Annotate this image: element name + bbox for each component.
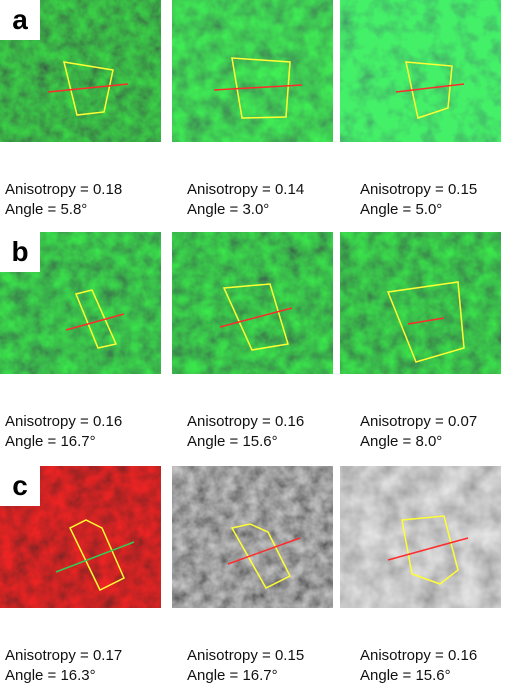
- micrograph-c2: [172, 466, 333, 608]
- anisotropy-value: Anisotropy = 0.14: [187, 181, 305, 198]
- cell-outline: [69, 519, 125, 592]
- orientation-axis: [55, 541, 135, 573]
- cell-outline: [386, 281, 465, 363]
- caption-c1: Anisotropy = 0.17 Angle = 16.3°: [5, 646, 175, 686]
- micrograph-b2: [172, 232, 333, 374]
- anisotropy-value: Anisotropy = 0.16: [187, 413, 305, 430]
- micrograph-a2: [172, 0, 333, 142]
- panel-letter: c: [0, 466, 40, 506]
- cell-outline: [63, 61, 114, 116]
- anisotropy-value: Anisotropy = 0.18: [5, 181, 123, 198]
- angle-value: Angle = 5.8°: [5, 201, 88, 218]
- caption-a1: Anisotropy = 0.18 Angle = 5.8°: [5, 180, 175, 220]
- orientation-axis: [65, 313, 125, 331]
- angle-value: Angle = 15.6°: [187, 433, 278, 450]
- anisotropy-value: Anisotropy = 0.16: [5, 413, 123, 430]
- orientation-axis: [395, 83, 465, 93]
- orientation-axis: [213, 84, 303, 91]
- caption-b2: Anisotropy = 0.16 Angle = 15.6°: [187, 412, 357, 452]
- anisotropy-value: Anisotropy = 0.07: [360, 413, 478, 430]
- orientation-axis: [407, 317, 445, 325]
- micrograph-b3: [340, 232, 501, 374]
- orientation-axis: [219, 307, 293, 328]
- micrograph-c3: [340, 466, 501, 608]
- angle-value: Angle = 3.0°: [187, 201, 270, 218]
- angle-value: Angle = 15.6°: [360, 667, 451, 684]
- anisotropy-value: Anisotropy = 0.16: [360, 647, 478, 664]
- cell-outline: [231, 57, 291, 119]
- anisotropy-value: Anisotropy = 0.15: [360, 181, 478, 198]
- cell-outline: [222, 283, 289, 351]
- caption-b1: Anisotropy = 0.16 Angle = 16.7°: [5, 412, 175, 452]
- cell-outline: [74, 289, 118, 349]
- anisotropy-value: Anisotropy = 0.15: [187, 647, 305, 664]
- cell-outline: [405, 61, 453, 119]
- cell-outline: [401, 515, 459, 585]
- angle-value: Angle = 16.3°: [5, 667, 96, 684]
- caption-c3: Anisotropy = 0.16 Angle = 15.6°: [360, 646, 511, 686]
- caption-c2: Anisotropy = 0.15 Angle = 16.7°: [187, 646, 357, 686]
- cell-outline: [230, 523, 292, 589]
- caption-a3: Anisotropy = 0.15 Angle = 5.0°: [360, 180, 511, 220]
- caption-a2: Anisotropy = 0.14 Angle = 3.0°: [187, 180, 357, 220]
- angle-value: Angle = 5.0°: [360, 201, 443, 218]
- angle-value: Angle = 8.0°: [360, 433, 443, 450]
- anisotropy-value: Anisotropy = 0.17: [5, 647, 123, 664]
- orientation-axis: [387, 537, 469, 561]
- panel-letter: b: [0, 232, 40, 272]
- orientation-axis: [47, 83, 129, 93]
- panel-letter: a: [0, 0, 40, 40]
- angle-value: Angle = 16.7°: [187, 667, 278, 684]
- angle-value: Angle = 16.7°: [5, 433, 96, 450]
- micrograph-a3: [340, 0, 501, 142]
- caption-b3: Anisotropy = 0.07 Angle = 8.0°: [360, 412, 511, 452]
- orientation-axis: [227, 537, 301, 565]
